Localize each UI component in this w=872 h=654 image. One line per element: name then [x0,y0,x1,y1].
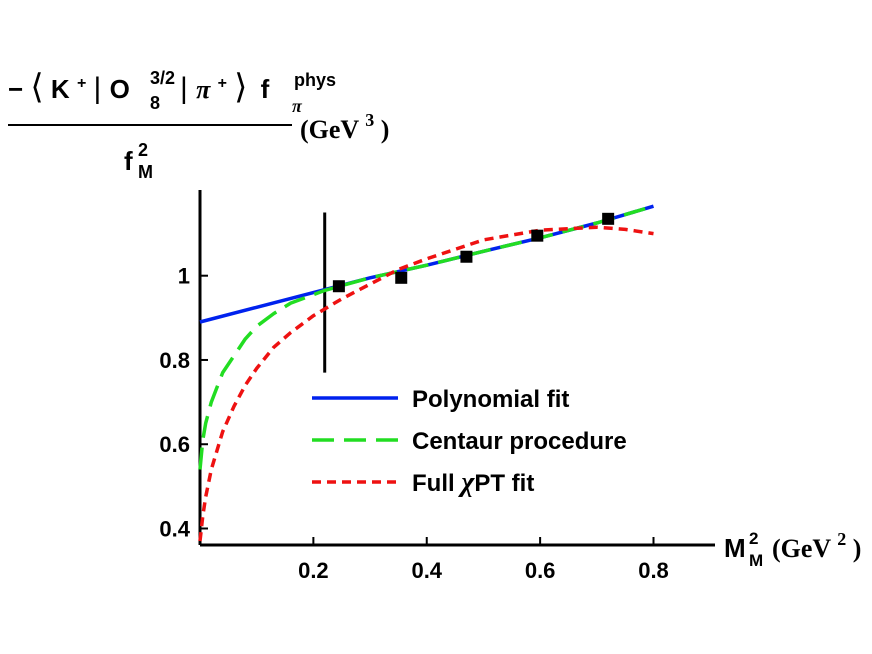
legend-label-centaur: Centaur procedure [412,428,627,455]
ticks [200,274,655,545]
x-tick-label-3: 0.8 [638,558,669,583]
svg-text:− ⟨ K +: − ⟨ K + | O [8,64,130,106]
data-points [332,212,615,293]
ylabel-f-sub: π [292,96,303,116]
svg-text:(GeV 3 ): (GeV 3 ) [300,103,389,144]
x-axis-label: M 2 M (GeV 2 ) [724,522,861,570]
tick-labels: 0.2 0.4 0.6 0.8 0.4 0.6 0.8 1 [159,264,668,583]
ylabel-pi: π [196,75,211,104]
xlabel-m-sub: M [749,551,763,570]
ylabel-f-sup: phys [294,70,336,90]
ylabel-o-sup: 3/2 [150,68,175,88]
ylabel-denom-sup: 2 [138,140,148,160]
xlabel-m: M [724,533,746,563]
xlabel-m-sup: 2 [749,529,758,548]
y-tick-label-1: 0.6 [159,432,190,457]
series-group [198,204,654,542]
ylabel-unit-close: ) [381,115,390,144]
data-point-3 [531,229,544,242]
legend-label-chipt-pre: Full [412,470,461,497]
y-axis-label: − ⟨ K + | O 3/2 8 | π + ⟩ f phys π f 2 M… [8,64,389,182]
y-tick-label-2: 0.8 [159,348,190,373]
ylabel-k-sup: + [77,75,86,92]
ylabel-o: O [110,74,130,104]
data-point-4 [602,212,615,225]
x-tick-label-2: 0.6 [525,558,556,583]
y-tick-label-0: 0.4 [159,517,190,542]
ylabel-f: f [261,74,270,104]
legend-label-polynomial: Polynomial fit [412,386,569,413]
data-point-0 [332,280,345,293]
series-centaur-procedure [198,204,654,470]
ylabel-minus: − [8,74,23,104]
legend: Polynomial fit Centaur procedure Full χP… [312,386,627,498]
legend-label-chipt-chi: χ [457,467,475,498]
ylabel-denom-sub: M [138,162,153,182]
x-tick-label-1: 0.4 [411,558,442,583]
svg-text:(GeV 2 ): (GeV 2 ) [772,522,861,563]
svg-text:| π + ⟩: | π + ⟩ f [180,64,270,106]
data-point-2 [460,250,473,263]
ylabel-denom-f: f [124,146,133,176]
ylabel-pi-sup: + [218,75,227,92]
ylabel-k: K [51,74,70,104]
ylabel-unit: (GeV [300,115,359,144]
xlabel-unit-close: ) [853,534,862,563]
x-tick-label-0: 0.2 [298,558,329,583]
y-tick-label-3: 1 [178,264,190,289]
xlabel-unit-sup: 2 [837,529,846,549]
xlabel-unit: (GeV [772,534,831,563]
ylabel-o-sub: 8 [150,93,160,113]
ylabel-unit-sup: 3 [365,110,374,130]
data-point-1 [395,271,408,284]
legend-label-chipt-post: PT fit [474,470,534,497]
legend-label-chipt: Full χPT fit [412,467,534,498]
series-full-chipt-fit [198,225,654,542]
